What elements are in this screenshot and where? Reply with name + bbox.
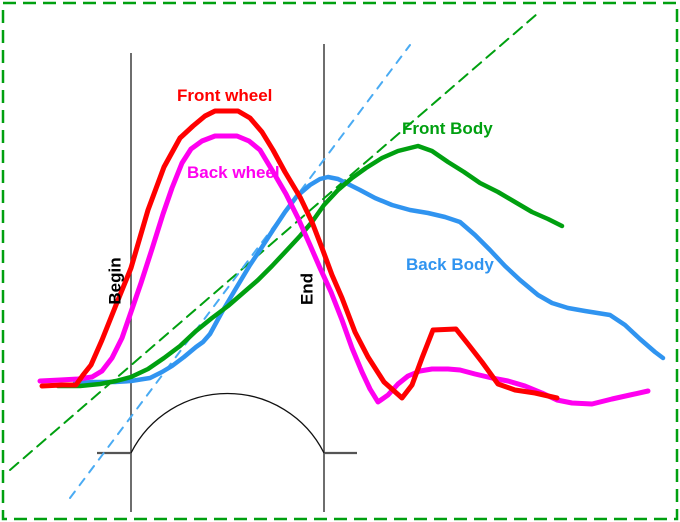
end-marker-label: End: [298, 273, 317, 305]
back-wheel-label: Back wheel: [187, 163, 280, 182]
back-wheel-curve: [37, 133, 651, 407]
front-body-curve: [55, 143, 565, 389]
front-body-trend-line: [9, 13, 538, 471]
back-body-trend-line: [69, 44, 411, 499]
back-body-curve: [72, 174, 666, 386]
front-body-label: Front Body: [402, 119, 493, 138]
front-wheel-curve: [39, 108, 560, 401]
back-body-label: Back Body: [406, 255, 494, 274]
road-bump-arc: [130, 392, 325, 454]
begin-marker-label: Begin: [106, 257, 125, 304]
front-wheel-label: Front wheel: [177, 86, 272, 105]
